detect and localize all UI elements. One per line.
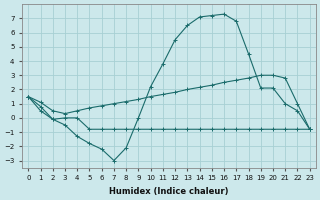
X-axis label: Humidex (Indice chaleur): Humidex (Indice chaleur) (109, 187, 229, 196)
